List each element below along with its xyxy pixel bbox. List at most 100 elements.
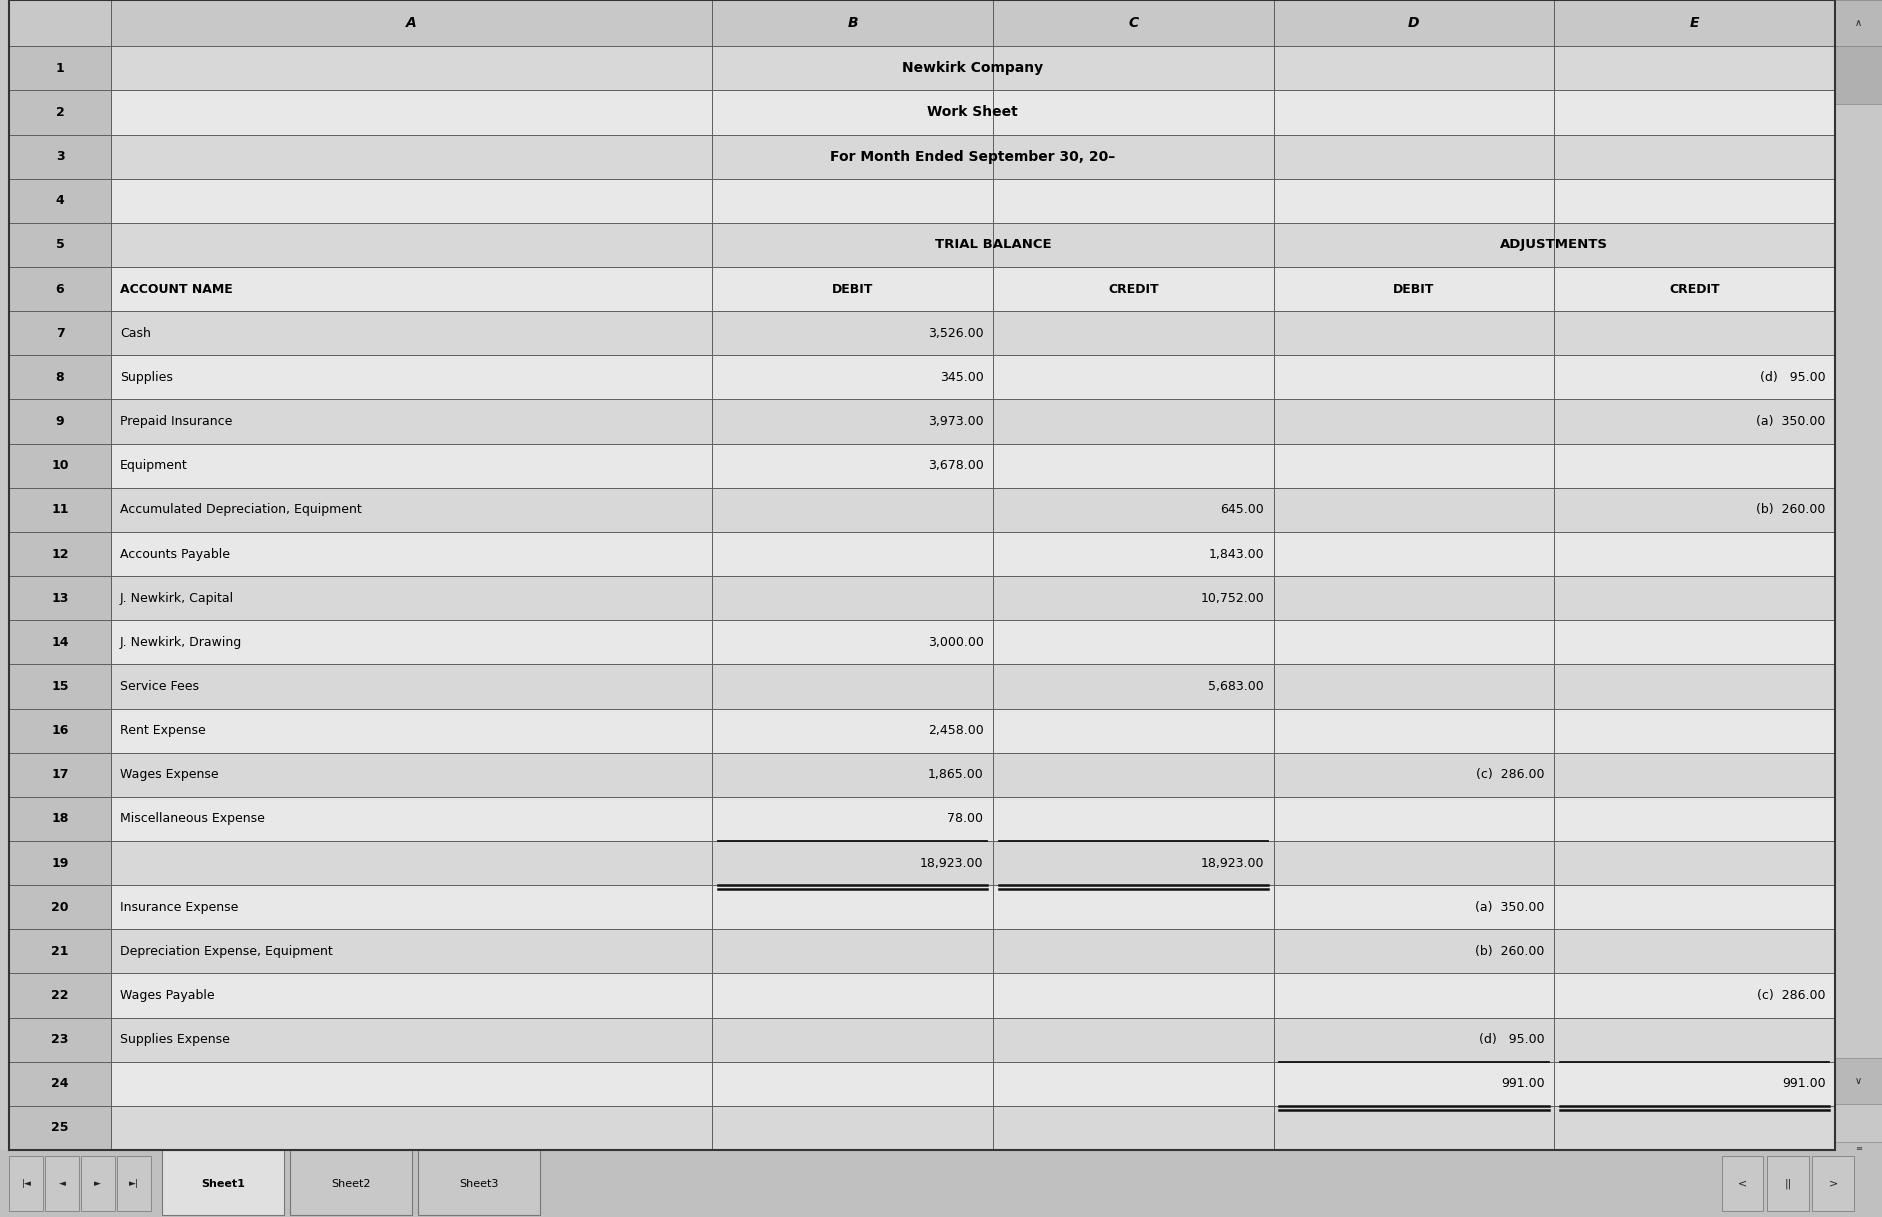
Bar [1274,312,1555,355]
Bar [994,930,1274,974]
Text: 2,458.00: 2,458.00 [928,724,984,738]
Text: 11: 11 [51,504,70,516]
Text: 15: 15 [51,680,70,692]
Bar [1555,621,1835,664]
Bar [711,90,994,135]
Text: 3,973.00: 3,973.00 [928,415,984,428]
Bar [1274,46,1555,90]
Bar [111,885,711,930]
Text: A: A [407,16,416,30]
Bar [994,444,1274,488]
Bar [1274,885,1555,930]
Bar [711,312,994,355]
Bar [994,223,1274,267]
Bar [9,930,111,974]
Bar [994,267,1274,312]
Bar [111,708,711,752]
Bar [1835,0,1882,1150]
Bar [1274,930,1555,974]
Bar [1274,267,1555,312]
Text: J. Newkirk, Capital: J. Newkirk, Capital [120,591,233,605]
Bar [111,355,711,399]
Bar [1555,399,1835,444]
Text: E: E [1690,16,1699,30]
Bar [0,1150,1882,1217]
Text: Insurance Expense: Insurance Expense [120,901,239,914]
Bar [994,841,1274,885]
Bar [1555,532,1835,576]
Bar [711,46,994,90]
Bar [111,797,711,841]
Bar [994,576,1274,621]
Text: DEBIT: DEBIT [1393,282,1434,296]
Bar [711,179,994,223]
Bar [111,1017,711,1061]
Text: 18,923.00: 18,923.00 [920,857,984,870]
Bar [9,797,111,841]
Bar [994,621,1274,664]
Bar [1767,1156,1809,1211]
Bar [1555,488,1835,532]
Bar [1555,752,1835,797]
Bar [994,1017,1274,1061]
Bar [1555,46,1835,90]
Text: Sheet3: Sheet3 [459,1178,499,1189]
Bar [994,46,1274,90]
Bar [994,312,1274,355]
Bar [994,90,1274,135]
Text: CREDIT: CREDIT [1669,282,1720,296]
Bar [1555,664,1835,708]
Text: 645.00: 645.00 [1220,504,1265,516]
Text: D: D [1408,16,1419,30]
Bar [994,797,1274,841]
Text: 3,000.00: 3,000.00 [928,635,984,649]
Text: 3,526.00: 3,526.00 [928,326,984,340]
Bar [111,312,711,355]
Bar [1555,885,1835,930]
Text: >: > [1829,1178,1837,1189]
Bar [711,664,994,708]
Bar [111,841,711,885]
Bar [994,355,1274,399]
Bar [1555,708,1835,752]
Bar [711,1061,994,1106]
Text: ∧: ∧ [1856,18,1861,28]
Bar [1555,444,1835,488]
Bar [1835,0,1882,46]
Text: Wages Payable: Wages Payable [120,989,215,1002]
Bar [9,399,111,444]
Bar [9,1017,111,1061]
Bar [711,444,994,488]
Bar [1555,0,1835,46]
Text: ◄: ◄ [58,1179,66,1188]
Bar [162,1150,284,1215]
Bar [1274,355,1555,399]
Text: (d)   95.00: (d) 95.00 [1479,1033,1545,1047]
Bar [111,974,711,1017]
Bar [1274,399,1555,444]
Text: 3: 3 [56,150,64,163]
Text: Accumulated Depreciation, Equipment: Accumulated Depreciation, Equipment [120,504,361,516]
Bar [111,576,711,621]
Bar [1555,974,1835,1017]
Bar [711,708,994,752]
Bar [9,841,111,885]
Bar [111,135,711,179]
Text: 6: 6 [56,282,64,296]
Bar [9,46,111,90]
Bar [711,1106,994,1150]
Bar [111,223,711,267]
Bar [1274,1017,1555,1061]
Text: |◄: |◄ [21,1179,32,1188]
Text: 21: 21 [51,944,70,958]
Bar [9,179,111,223]
Bar [9,488,111,532]
Bar [994,664,1274,708]
Bar [994,708,1274,752]
Bar [111,621,711,664]
Text: Sheet1: Sheet1 [201,1178,245,1189]
Text: Cash: Cash [120,326,151,340]
Text: 17: 17 [51,768,70,781]
Bar [418,1150,540,1215]
Text: (a)  350.00: (a) 350.00 [1756,415,1826,428]
